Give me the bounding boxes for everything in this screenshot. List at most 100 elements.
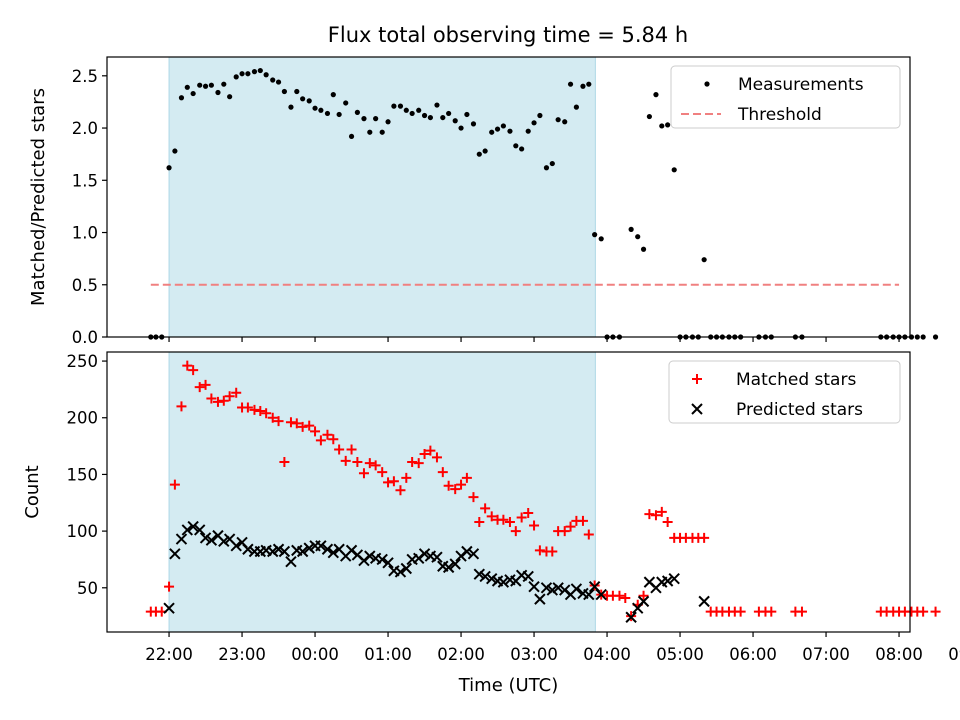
matched-stars-point [523,507,534,518]
legend-box [668,360,901,424]
y-tick-label: 1.5 [72,171,98,190]
predicted-stars-point [230,540,242,552]
matched-stars-point [377,467,388,478]
y-tick-label: 2.5 [72,67,98,86]
predicted-stars-point [382,557,394,569]
matched-stars-point [529,520,540,531]
matched-stars-point [383,477,394,488]
measurement-point [421,112,428,119]
matched-stars-point [212,396,223,407]
predicted-stars-point [285,556,297,568]
predicted-stars-point [431,551,443,563]
y-tick-label: 50 [77,579,98,598]
measurement-point [555,117,561,123]
predicted-stars-point [327,546,340,559]
measurement-point [373,116,379,122]
matched-stars-point [242,402,253,413]
matched-stars-point [310,426,321,437]
predicted-stars-point [540,582,553,594]
matched-stars-point [334,444,345,455]
predicted-stars-point [546,584,559,596]
matched-stars-point [370,460,381,471]
matched-stars-point [255,405,266,416]
y-tick-label: 200 [67,409,99,428]
measurement-point [281,88,287,95]
measurement-point [489,129,495,135]
matched-stars-point [322,429,333,440]
measurement-point [671,167,677,173]
matched-stars-point [419,449,430,460]
predicted-stars-point [187,520,199,533]
measurement-point [701,257,707,263]
measurement-point [330,92,336,98]
matched-stars-point [169,479,180,490]
measurement-point [531,120,537,126]
y-tick-label: 150 [67,465,99,484]
observing-window-span [168,56,596,338]
measurement-point [233,74,239,80]
matched-stars-point [614,590,625,601]
y-tick-label: 250 [67,352,99,371]
predicted-stars-point [321,543,334,555]
measurement-point [525,128,531,134]
measurement-point [458,125,464,131]
matched-stars-point [188,365,199,376]
measurement-point [519,146,525,152]
predicted-stars-point [486,573,498,585]
matched-stars-point [358,468,369,479]
predicted-stars-point [278,545,291,558]
matched-stars-point [766,606,777,617]
matched-stars-point [644,509,655,520]
matched-stars-point [638,590,649,601]
x-tick-label: 23:00 [218,645,266,664]
y-tick-label: 0.5 [72,276,98,295]
matched-stars-point [443,480,454,491]
matched-stars-point [474,517,485,528]
measurement-point [464,111,470,118]
y-axis-label: Matched/Predicted stars [28,88,49,306]
matched-stars-point [510,526,521,537]
matched-stars-point [437,467,448,478]
predicted-stars-point [625,611,637,623]
x-tick-label: 08:00 [875,645,923,664]
matched-stars-point [699,532,710,543]
measurement-point [324,110,331,117]
measurement-point [635,234,641,240]
predicted-stars-point [272,543,285,555]
matched-stars-point [364,458,375,469]
predicted-stars-point [418,548,431,560]
legend-label: Threshold [737,105,822,125]
measurement-point [416,107,422,113]
predicted-stars-point [364,550,376,562]
measurement-point [166,165,172,171]
y-tick-label: 0.0 [72,328,98,347]
matched-stars-point [425,445,436,456]
measurement-point [178,95,185,101]
measurement-point [391,103,397,109]
predicted-stars-point [303,542,315,554]
matched-stars-point [346,444,357,455]
predicted-stars-point [461,545,473,558]
predicted-stars-point [698,595,710,608]
measurement-point [275,79,282,85]
measurement-point [190,90,196,97]
measurement-point [932,334,939,340]
measurement-point [172,148,178,154]
matched-stars-point [534,545,545,556]
matched-stars-point [461,472,472,483]
matched-stars-point [498,514,509,525]
measurement-point [197,82,203,88]
predicted-stars-point [242,543,254,555]
measurement-point [245,71,251,77]
matched-stars-point [231,387,242,398]
measurement-point [646,113,652,120]
predicted-stars-point [400,562,413,575]
matched-stars-point [486,511,497,522]
x-tick-label: 04:00 [583,645,631,664]
measurement-point [221,81,227,87]
measurement-point [184,84,190,90]
predicted-stars-point [473,568,486,580]
measurement-point [914,334,920,340]
matched-stars-point [285,417,296,428]
measurement-point [665,122,671,128]
